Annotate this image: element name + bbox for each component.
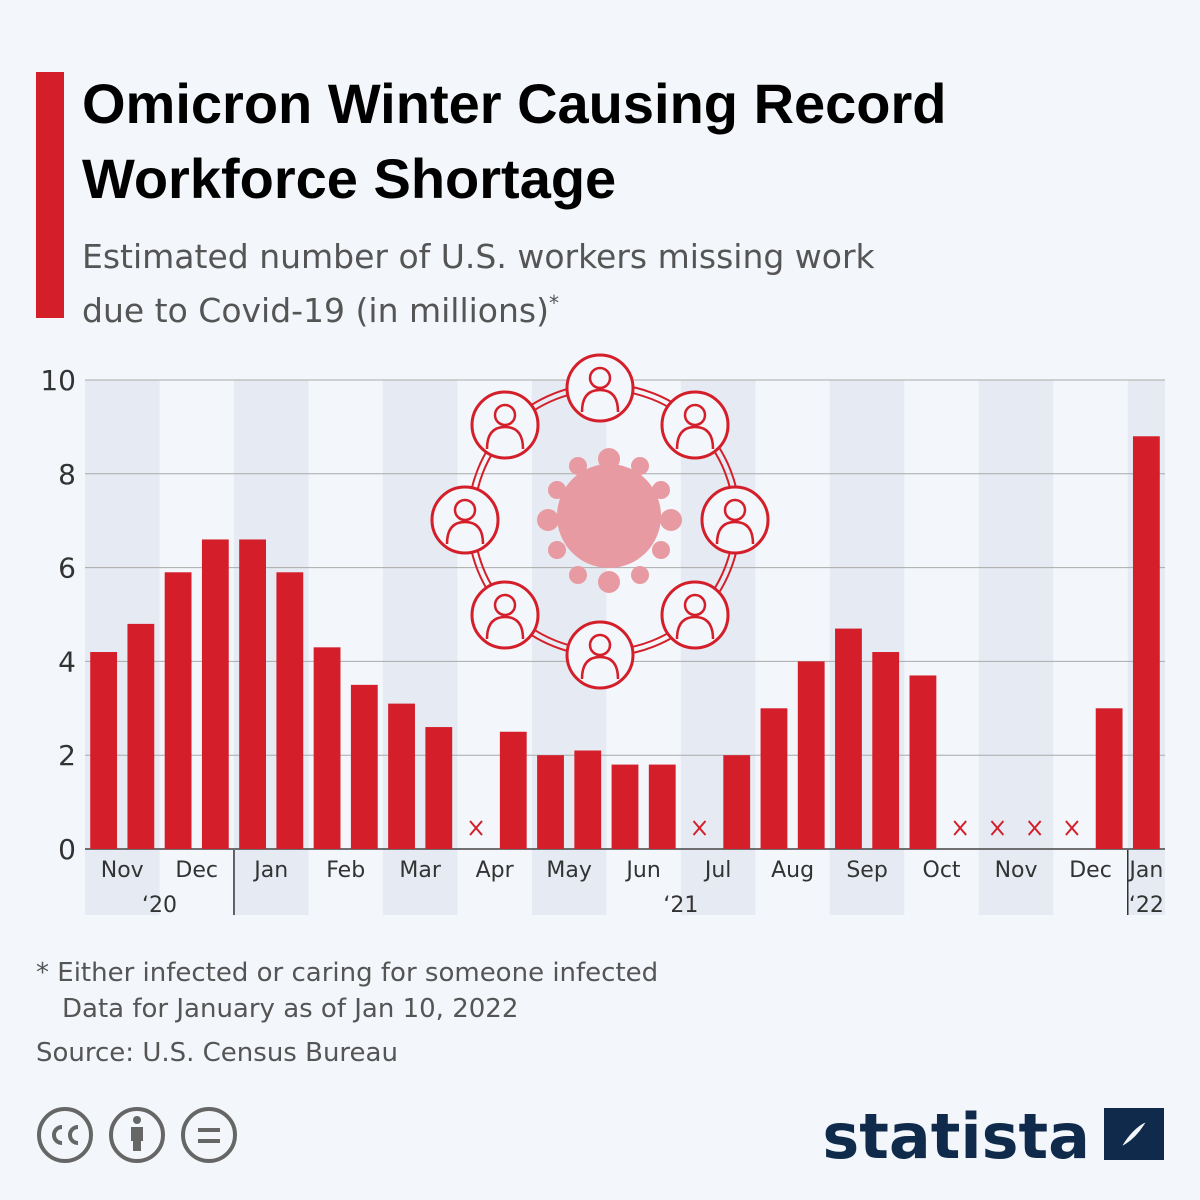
bar xyxy=(127,623,155,849)
y-tick-label: 10 xyxy=(40,364,76,397)
y-tick-label: 0 xyxy=(58,833,76,866)
year-label: ‘22 xyxy=(1129,893,1164,918)
x-tick-label: Jun xyxy=(624,858,660,883)
x-tick-label: Jan xyxy=(252,858,288,883)
license-icons xyxy=(37,1107,237,1163)
bar xyxy=(388,703,415,849)
bars xyxy=(90,436,1160,849)
x-tick-label: Oct xyxy=(923,858,961,883)
bar xyxy=(574,750,602,849)
missing-marker xyxy=(1027,820,1042,836)
bar xyxy=(872,652,900,849)
bar xyxy=(239,539,266,849)
year-label: ‘20 xyxy=(142,893,177,918)
month-band xyxy=(978,380,1054,915)
missing-marker xyxy=(1065,820,1079,836)
brand: statista xyxy=(822,1100,1090,1173)
x-tick-label: Jul xyxy=(703,858,732,883)
missing-marker xyxy=(953,820,967,836)
x-tick-label: Mar xyxy=(399,858,441,883)
missing-stroke xyxy=(692,820,707,836)
subtitle-text: Estimated number of U.S. workers missing… xyxy=(82,237,875,330)
bar xyxy=(909,675,937,849)
bar xyxy=(1095,708,1123,849)
bar xyxy=(499,731,527,849)
missing-marker xyxy=(990,820,1005,836)
bar xyxy=(648,764,676,849)
bar xyxy=(835,628,862,849)
x-tick-label: Aug xyxy=(771,858,814,883)
missing-stroke xyxy=(469,820,483,836)
note: * Either infected or caring for someone … xyxy=(36,958,659,988)
bar xyxy=(350,684,378,849)
y-tick-label: 4 xyxy=(58,645,76,678)
x-tick-label: May xyxy=(546,858,591,883)
bar xyxy=(276,572,304,849)
source: Source: U.S. Census Bureau xyxy=(36,1038,398,1068)
year-label: ‘21 xyxy=(663,893,698,918)
bar xyxy=(90,652,118,849)
x-tick-label: Nov xyxy=(995,858,1038,883)
chart-title: Omicron Winter Causing Record Workforce … xyxy=(82,72,947,210)
x-tick-label: Dec xyxy=(1069,858,1112,883)
y-tick-label: 6 xyxy=(58,552,76,585)
bar xyxy=(537,755,564,849)
missing-stroke xyxy=(1065,820,1079,836)
y-tick-label: 8 xyxy=(58,458,76,491)
bar xyxy=(313,647,341,849)
missing-stroke xyxy=(990,820,1005,836)
brand-logo xyxy=(1104,1108,1164,1160)
x-tick-label: Jan xyxy=(1127,858,1163,883)
illustration xyxy=(430,353,770,690)
bar xyxy=(425,727,453,849)
missing-marker xyxy=(692,820,707,836)
bar xyxy=(201,539,229,849)
bar xyxy=(611,764,639,849)
notes: * Either infected or caring for someone … xyxy=(36,955,658,1071)
missing-marker xyxy=(469,820,483,836)
note: Data for January as of Jan 10, 2022 xyxy=(62,994,519,1024)
y-tick-label: 2 xyxy=(58,739,76,772)
x-tick-label: Sep xyxy=(846,858,887,883)
bar xyxy=(723,755,751,849)
x-tick-label: Feb xyxy=(326,858,365,883)
x-tick-label: Dec xyxy=(175,858,218,883)
x-tick-label: Apr xyxy=(476,858,515,883)
missing-stroke xyxy=(1027,820,1042,836)
bar xyxy=(797,661,825,849)
bar xyxy=(1132,436,1160,849)
subtitle-mark: * xyxy=(548,291,559,315)
x-tick-label: Nov xyxy=(101,858,144,883)
accent-bar xyxy=(36,72,64,318)
bar xyxy=(164,572,192,849)
chart-subtitle: Estimated number of U.S. workers missing… xyxy=(82,234,912,334)
missing-stroke xyxy=(953,820,967,836)
bar xyxy=(760,708,788,849)
